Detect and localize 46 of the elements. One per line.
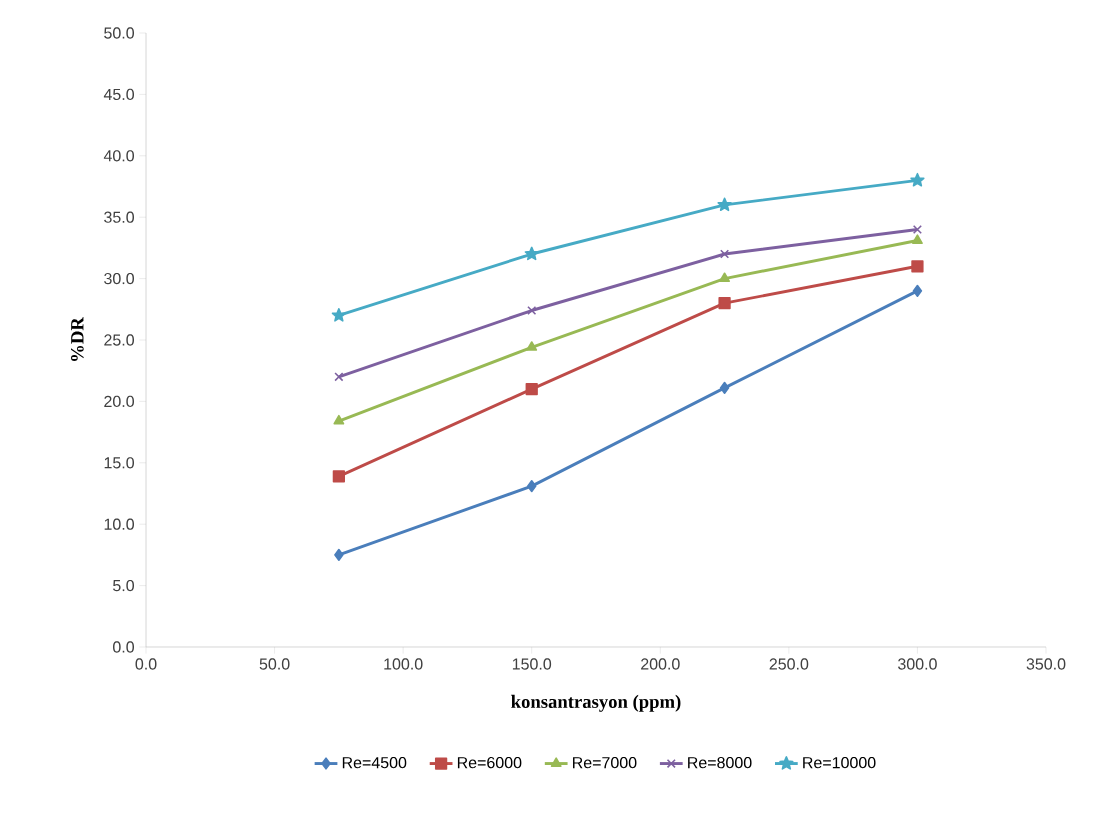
y-tick-label: 10.0 <box>104 518 135 530</box>
point <box>526 341 538 351</box>
legend-label: Re=7000 <box>573 756 637 769</box>
y-tick-label: 35.0 <box>104 211 135 223</box>
y-tick-label: 20.0 <box>104 395 135 408</box>
y-tick-label: 30.0 <box>104 272 135 285</box>
point <box>525 382 538 396</box>
point <box>912 234 923 244</box>
y-axis-title: %DR <box>71 317 84 361</box>
point <box>911 260 924 273</box>
point <box>910 172 925 187</box>
x-tick-label: 350.0 <box>1026 658 1066 670</box>
y-tick-label: 50.0 <box>104 27 135 39</box>
point <box>334 372 344 382</box>
y-tick-label: 0.0 <box>113 641 135 653</box>
point <box>912 284 923 297</box>
legend-label: Re=6000 <box>457 756 522 769</box>
x-tick-label: 100.0 <box>384 658 423 670</box>
x-tick-label: 0.0 <box>135 658 157 670</box>
x-axis-title: konsantrasyon (ppm) <box>511 694 681 712</box>
point <box>331 307 346 322</box>
y-tick-label: 40.0 <box>103 150 135 162</box>
legend-label: Re=8000 <box>688 756 752 769</box>
point <box>720 249 730 259</box>
point <box>524 246 539 261</box>
point <box>719 272 730 283</box>
x-tick-label: 300.0 <box>898 658 937 670</box>
x-tick-label: 200.0 <box>641 658 680 670</box>
point <box>718 297 731 310</box>
x-tick-label: 150.0 <box>512 658 552 670</box>
point <box>526 479 537 493</box>
point <box>332 470 345 483</box>
y-tick-label: 15.0 <box>104 457 135 469</box>
x-tick-label: 50.0 <box>259 658 290 670</box>
point <box>719 381 730 395</box>
x-tick-label: 250.0 <box>769 658 809 670</box>
y-tick-label: 5.0 <box>113 579 135 592</box>
point <box>717 197 732 212</box>
y-tick-label: 45.0 <box>103 88 135 101</box>
y-tick-label: 25.0 <box>104 334 135 346</box>
legend-label: Re=10000 <box>803 756 876 769</box>
point <box>912 224 922 235</box>
point <box>333 414 345 425</box>
point <box>527 305 537 316</box>
point <box>334 548 344 562</box>
legend-label: Re=4500 <box>342 756 407 769</box>
